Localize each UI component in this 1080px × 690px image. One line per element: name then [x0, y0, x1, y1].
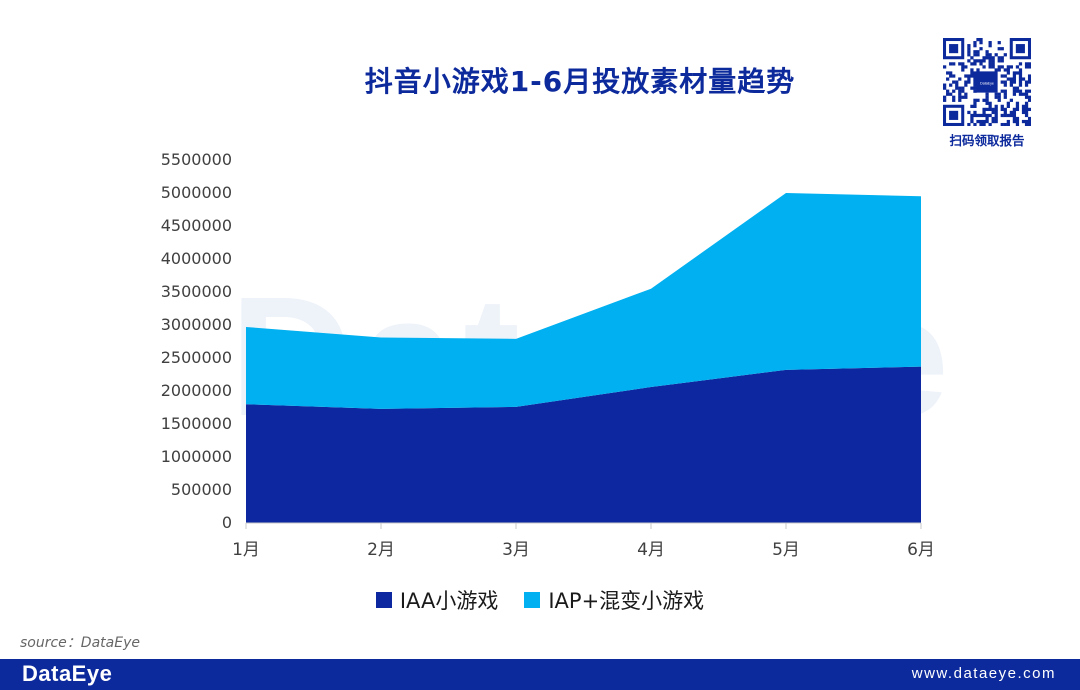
legend-item-iap[interactable]: IAP+混变小游戏: [524, 585, 704, 615]
qr-logo-text: DataEye: [980, 82, 994, 86]
qr-code-icon: DataEye: [943, 38, 1031, 126]
chart-legend: IAA小游戏 IAP+混变小游戏: [0, 585, 1080, 615]
footer-bar: DataEye www.dataeye.com: [0, 659, 1080, 690]
x-tick-label: 2月: [367, 540, 395, 560]
y-tick-label: 0: [222, 513, 232, 532]
y-tick-label: 3500000: [161, 282, 232, 301]
y-tick-label: 3000000: [161, 315, 232, 334]
chart-axes: [245, 522, 922, 529]
y-tick-label: 2500000: [161, 348, 232, 367]
legend-label-iap: IAP+混变小游戏: [548, 589, 705, 613]
qr-code-block[interactable]: DataEye 扫码领取报告: [942, 38, 1032, 149]
y-tick-label: 5000000: [161, 183, 232, 202]
x-axis-tick-labels: 1月 2月 3月 4月 5月 6月: [232, 540, 935, 560]
x-tick-label: 4月: [637, 540, 665, 560]
x-tick-label: 5月: [772, 540, 800, 560]
chart-areas: [246, 193, 921, 523]
source-note: source：DataEye: [20, 635, 140, 651]
y-tick-label: 1000000: [161, 447, 232, 466]
chart-title: 抖音小游戏1-6月投放素材量趋势: [364, 65, 796, 98]
x-tick-label: 1月: [232, 540, 260, 560]
y-tick-label: 4500000: [161, 216, 232, 235]
legend-item-iaa[interactable]: IAA小游戏: [375, 585, 499, 615]
area-series-0: [246, 366, 921, 523]
y-tick-label: 500000: [171, 480, 232, 499]
y-axis-tick-labels: 0 500000 1000000 1500000 2000000 2500000 30000…: [161, 150, 232, 532]
area-series-1: [246, 193, 921, 409]
x-tick-label: 3月: [502, 540, 530, 560]
qr-caption: 扫码领取报告: [949, 133, 1025, 148]
y-tick-label: 5500000: [161, 150, 232, 169]
y-tick-label: 2000000: [161, 381, 232, 400]
legend-swatch-iaa: [375, 592, 392, 608]
y-tick-label: 4000000: [161, 249, 232, 268]
footer-brand-logo: DataEye: [22, 661, 113, 686]
footer-url-link[interactable]: www.dataeye.com: [911, 665, 1056, 682]
legend-label-iaa: IAA小游戏: [399, 589, 499, 613]
y-tick-label: 1500000: [161, 414, 232, 433]
x-tick-label: 6月: [907, 540, 935, 560]
legend-swatch-iap: [524, 592, 541, 608]
